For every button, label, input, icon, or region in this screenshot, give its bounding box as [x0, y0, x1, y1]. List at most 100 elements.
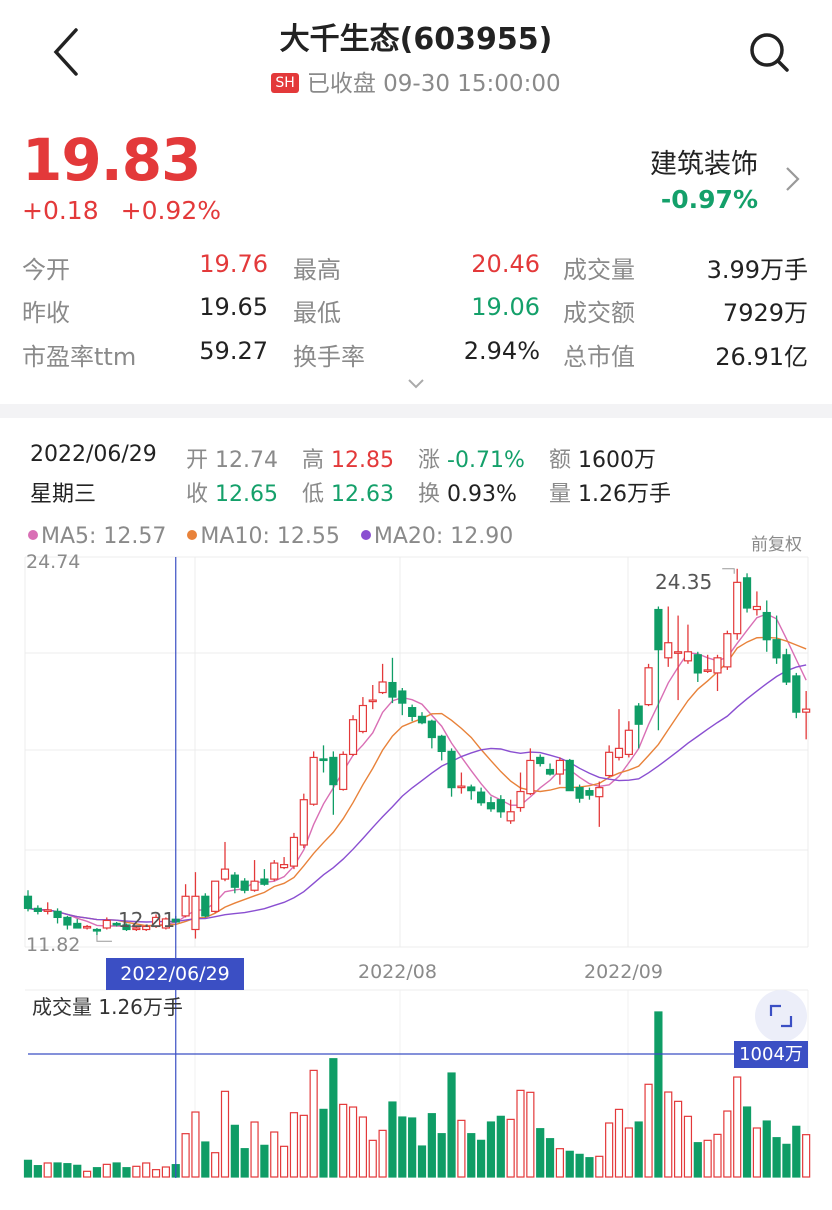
volume-bar	[378, 1129, 387, 1178]
stat-value: 19.65	[199, 293, 268, 321]
volume-bar	[683, 1115, 693, 1178]
industry-link[interactable]: 建筑装饰	[650, 149, 758, 180]
candle-body	[624, 729, 633, 756]
detail-date: 2022/06/29	[30, 442, 157, 467]
candle-body	[358, 704, 367, 733]
volume-bar	[417, 1145, 427, 1178]
ma10-line	[27, 636, 807, 927]
candle-body	[703, 669, 712, 672]
volume-bar	[595, 1155, 604, 1178]
candle-body	[299, 799, 308, 846]
volume-bar	[526, 1091, 535, 1178]
candle-body	[802, 708, 811, 713]
amount-value: 1600万	[578, 448, 657, 473]
ma10-legend: MA10: 12.55	[187, 524, 340, 549]
volume-bar	[516, 1089, 525, 1178]
change-percent: +0.92%	[120, 196, 221, 225]
candle-body	[575, 787, 584, 799]
market-status: SH 已收盘 09-30 15:00:00	[0, 64, 832, 98]
volume-bar	[201, 1141, 210, 1178]
industry-change: -0.97%	[660, 185, 758, 214]
max-price-annotation: 24.35	[655, 570, 713, 594]
close-value: 12.65	[215, 482, 278, 507]
volume-bar	[762, 1120, 771, 1178]
close-label: 收	[186, 482, 209, 507]
volume-bar	[486, 1121, 496, 1178]
expand-icon[interactable]	[755, 990, 807, 1042]
volume-bar	[280, 1145, 289, 1178]
candle-body	[762, 611, 771, 641]
volume-bar	[614, 1108, 624, 1178]
detail-weekday: 星期三	[30, 482, 97, 507]
expand-glyph	[769, 1004, 793, 1028]
volume-bar	[634, 1121, 643, 1178]
search-icon[interactable]	[750, 33, 789, 72]
ma20-label: MA20: 12.90	[373, 524, 514, 549]
stat-label: 成交量	[563, 256, 635, 284]
candle-body	[122, 924, 131, 931]
volume-bar	[792, 1125, 801, 1178]
volume-bar	[43, 1162, 52, 1178]
volume-bar	[82, 1170, 92, 1178]
adjust-toggle[interactable]: 前复权	[751, 535, 802, 555]
volume-bar	[585, 1157, 594, 1178]
candle-body	[477, 791, 486, 804]
open-label: 开	[186, 448, 209, 473]
chevron-left-icon[interactable]	[53, 28, 78, 76]
volume-bar	[654, 1011, 663, 1178]
volume-bar	[673, 1100, 683, 1178]
turnover-label: 换	[418, 482, 441, 507]
candle-body	[772, 639, 781, 659]
volume-bar	[191, 1111, 200, 1178]
candle-body	[506, 811, 515, 822]
change-value: +0.18	[22, 196, 99, 225]
candle-body	[733, 581, 742, 635]
section-divider	[0, 404, 832, 418]
candle-body	[63, 916, 72, 926]
stat-label: 今开	[22, 256, 70, 284]
volume-bar	[368, 1139, 377, 1178]
volume-bar	[151, 1169, 161, 1178]
volume-bar	[565, 1150, 574, 1178]
volume-bar	[270, 1131, 279, 1178]
candle-body	[782, 654, 791, 683]
low-label: 低	[302, 482, 325, 507]
candle-body	[220, 868, 230, 880]
candle-body	[211, 880, 220, 912]
volume-bar	[329, 1058, 338, 1178]
candle-body	[43, 909, 52, 912]
volume-bar	[555, 1148, 565, 1178]
candle-body	[683, 651, 693, 662]
volume-bar	[408, 1117, 417, 1178]
volume-bar	[260, 1144, 269, 1178]
volume-bar	[181, 1133, 190, 1178]
ma5-label: MA5: 12.57	[41, 524, 167, 549]
candle-body	[565, 759, 574, 792]
status-text: 已收盘 09-30 15:00:00	[306, 71, 561, 97]
open-value: 12.74	[215, 448, 278, 473]
candle-body	[614, 747, 624, 759]
candle-body	[398, 690, 407, 704]
stat-value: 59.27	[199, 337, 268, 365]
crosshair-date-tag: 2022/06/29	[106, 958, 244, 990]
volume-bar	[624, 1127, 633, 1178]
ma5-legend: MA5: 12.57	[28, 524, 166, 549]
volume-bar	[33, 1165, 42, 1178]
stat-value: 19.76	[199, 250, 268, 278]
candle-body	[447, 750, 456, 789]
ma-legend: MA5: 12.57 MA10: 12.55 MA20: 12.90	[28, 524, 513, 549]
expand-button[interactable]	[755, 990, 807, 1042]
ma5-dot	[28, 530, 38, 540]
volume-value: 1.26万手	[578, 482, 672, 507]
volume-bar	[211, 1152, 220, 1178]
candle-body	[309, 756, 318, 805]
x-tick-sep: 2022/09	[584, 961, 663, 983]
volume-bar	[348, 1106, 358, 1178]
volume-bar	[536, 1128, 545, 1178]
candle-body	[752, 605, 762, 611]
candle-body	[260, 878, 269, 885]
candle-body	[693, 654, 702, 674]
volume-bar	[112, 1162, 121, 1178]
volume-bar	[506, 1118, 515, 1178]
